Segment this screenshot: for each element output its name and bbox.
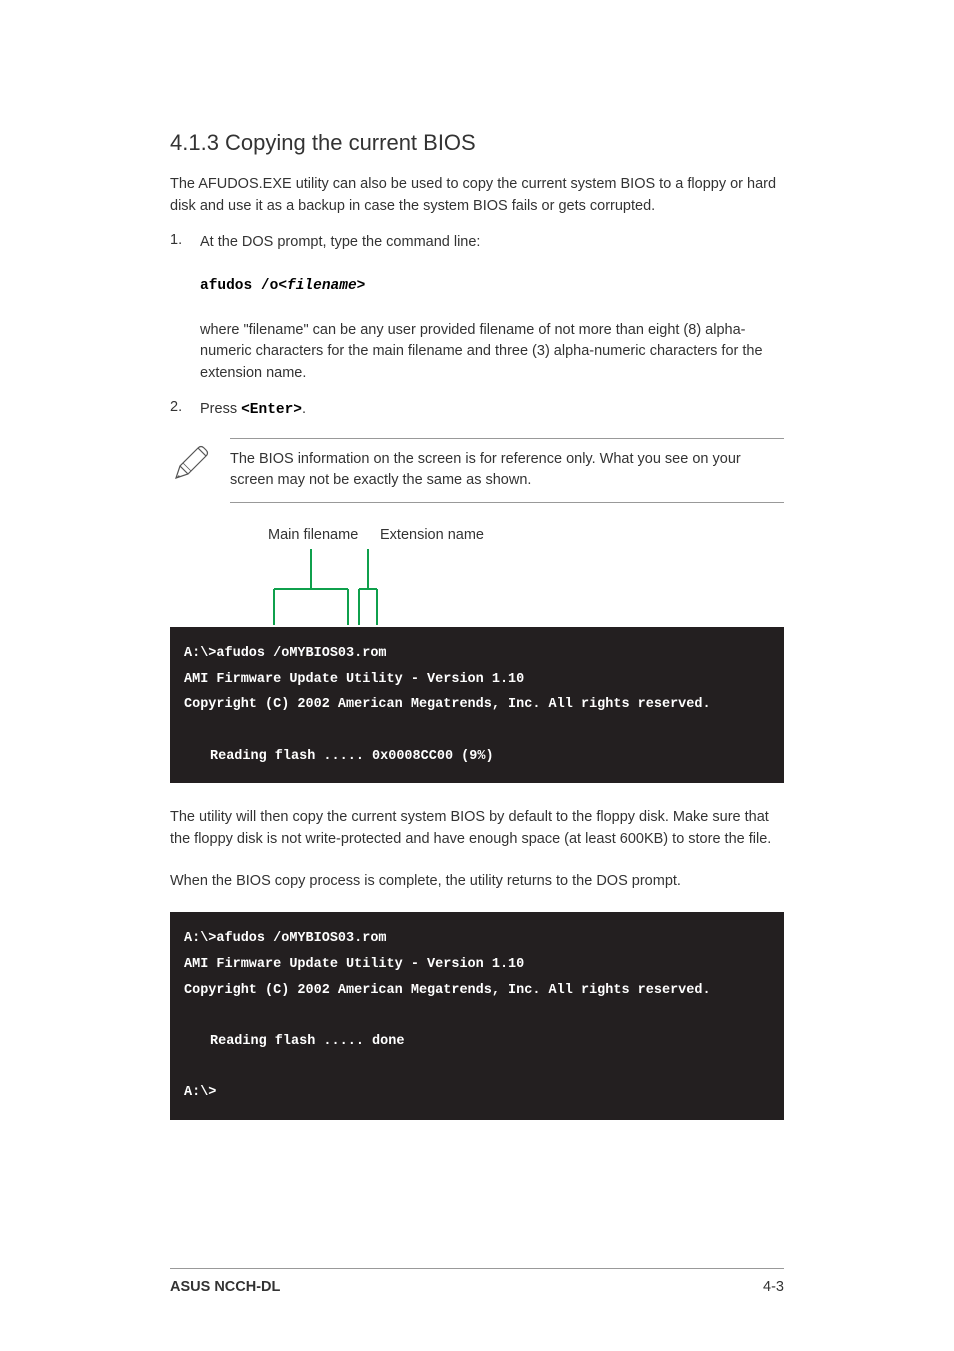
step-2: 2. Press <Enter>. [170, 399, 784, 422]
intro-paragraph: The AFUDOS.EXE utility can also be used … [170, 174, 784, 218]
step-1: 1. At the DOS prompt, type the command l… [170, 232, 784, 385]
step-2-text: Press <Enter>. [200, 399, 784, 422]
term1-line1: A:\>afudos /oMYBIOS03.rom [184, 641, 770, 667]
step-number: 1. [170, 232, 186, 385]
term2-line3: Copyright (C) 2002 American Megatrends, … [184, 978, 770, 1004]
terminal-1: A:\>afudos /oMYBIOS03.rom AMI Firmware U… [170, 627, 784, 783]
step-number: 2. [170, 399, 186, 422]
page-footer: ASUS NCCH-DL 4-3 [170, 1268, 784, 1295]
note-block: The BIOS information on the screen is fo… [170, 438, 784, 504]
command-where: where "filename" can be any user provide… [200, 322, 763, 382]
step-1-text: At the DOS prompt, type the command line… [200, 232, 784, 385]
term1-line4: Reading flash ..... 0x0008CC00 (9%) [184, 744, 770, 770]
filename-diagram: Main filename Extension name [170, 527, 784, 627]
footer-right: 4-3 [763, 1279, 784, 1295]
footer-left: ASUS NCCH-DL [170, 1279, 280, 1295]
term2-line2: AMI Firmware Update Utility - Version 1.… [184, 952, 770, 978]
term1-line2: AMI Firmware Update Utility - Version 1.… [184, 667, 770, 693]
term1-line3: Copyright (C) 2002 American Megatrends, … [184, 692, 770, 718]
term2-line5: A:\> [184, 1080, 770, 1106]
command-template: afudos /o<filename> [200, 278, 365, 294]
term2-line1: A:\>afudos /oMYBIOS03.rom [184, 926, 770, 952]
pencil-icon [170, 444, 210, 484]
terminal-2: A:\>afudos /oMYBIOS03.rom AMI Firmware U… [170, 912, 784, 1119]
step-1-intro: At the DOS prompt, type the command line… [200, 234, 480, 250]
page: 4.1.3 Copying the current BIOS The AFUDO… [0, 0, 954, 1351]
note-text: The BIOS information on the screen is fo… [230, 438, 784, 504]
section-title: 4.1.3 Copying the current BIOS [170, 130, 784, 156]
steps-list: 1. At the DOS prompt, type the command l… [170, 232, 784, 422]
explain-1: The utility will then copy the current s… [170, 807, 784, 851]
explain-2: When the BIOS copy process is complete, … [170, 871, 784, 893]
bracket-svg [170, 527, 570, 627]
term2-line4: Reading flash ..... done [184, 1029, 770, 1055]
